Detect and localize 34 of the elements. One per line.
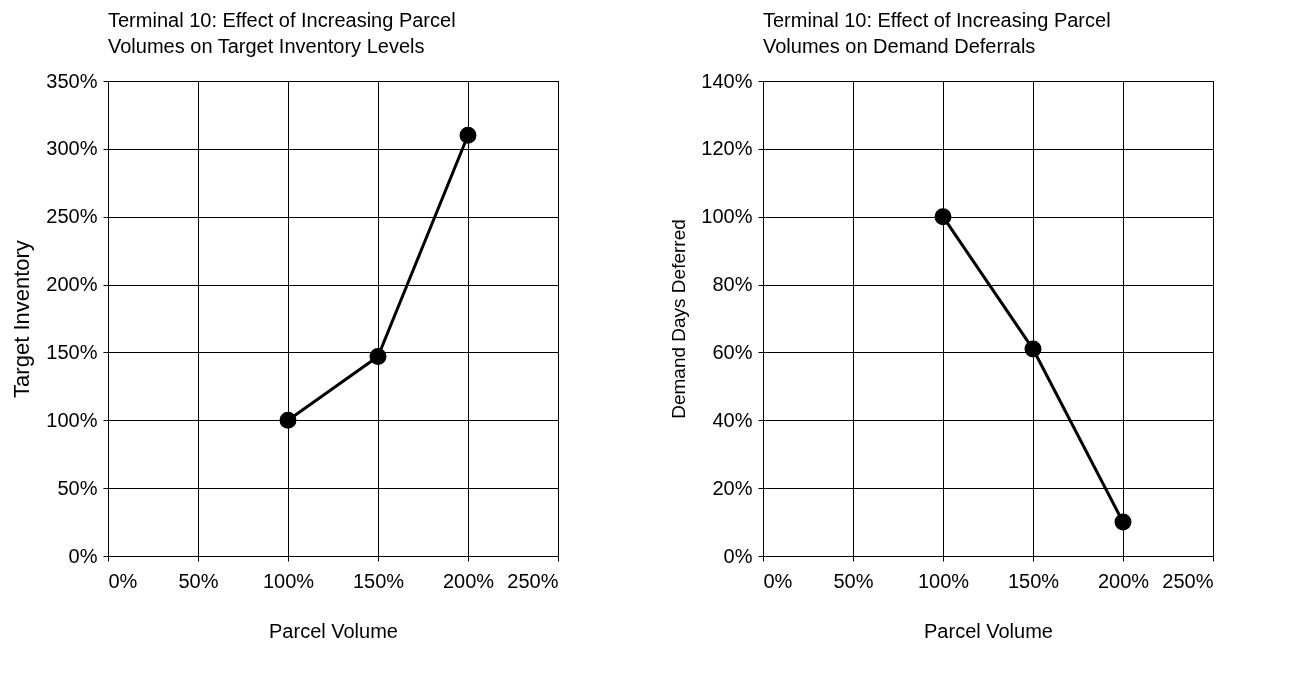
x-tick-label: 250% <box>1162 569 1214 592</box>
y-axis-title: Demand Days Deferred <box>668 219 690 419</box>
y-tick-label: 200% <box>46 273 98 296</box>
chart-title: Terminal 10: Effect of Increasing Parcel Volumes on Target Inventory Levels <box>108 9 456 57</box>
chart-title: Terminal 10: Effect of Increasing Parcel Volumes on Demand Deferrals <box>763 9 1111 57</box>
y-tick-label: 350% <box>46 69 98 92</box>
y-tick-label: 60% <box>712 340 753 363</box>
x-tick-label: 200% <box>1097 569 1150 592</box>
x-tick-label: 200% <box>442 569 495 592</box>
x-tick-label: 250% <box>507 569 559 592</box>
y-tick-label: 40% <box>712 408 753 431</box>
x-tick-label: 100% <box>262 569 315 592</box>
x-tick-label: 50% <box>178 569 219 592</box>
y-tick-label: 0% <box>68 544 98 567</box>
y-axis-title: Target Inventory <box>9 240 35 398</box>
y-tick-label: 0% <box>723 544 753 567</box>
y-tick-label: 100% <box>701 205 753 228</box>
y-tick-label: 120% <box>701 137 753 160</box>
y-tick-label: 100% <box>46 408 98 431</box>
x-tick-label: 150% <box>352 569 405 592</box>
x-tick-label: 100% <box>917 569 970 592</box>
y-tick-label: 80% <box>712 273 753 296</box>
y-tick-label: 300% <box>46 137 98 160</box>
x-tick-label: 0% <box>763 569 793 592</box>
x-tick-label: 150% <box>1007 569 1060 592</box>
x-tick-label: 50% <box>833 569 874 592</box>
y-tick-label: 20% <box>712 476 753 499</box>
y-tick-label: 150% <box>46 340 98 363</box>
x-tick-label: 0% <box>108 569 138 592</box>
y-tick-label: 50% <box>57 476 98 499</box>
x-axis-title: Parcel Volume <box>269 619 398 642</box>
x-axis-title: Parcel Volume <box>924 619 1053 642</box>
y-tick-label: 250% <box>46 205 98 228</box>
y-tick-label: 140% <box>701 69 753 92</box>
